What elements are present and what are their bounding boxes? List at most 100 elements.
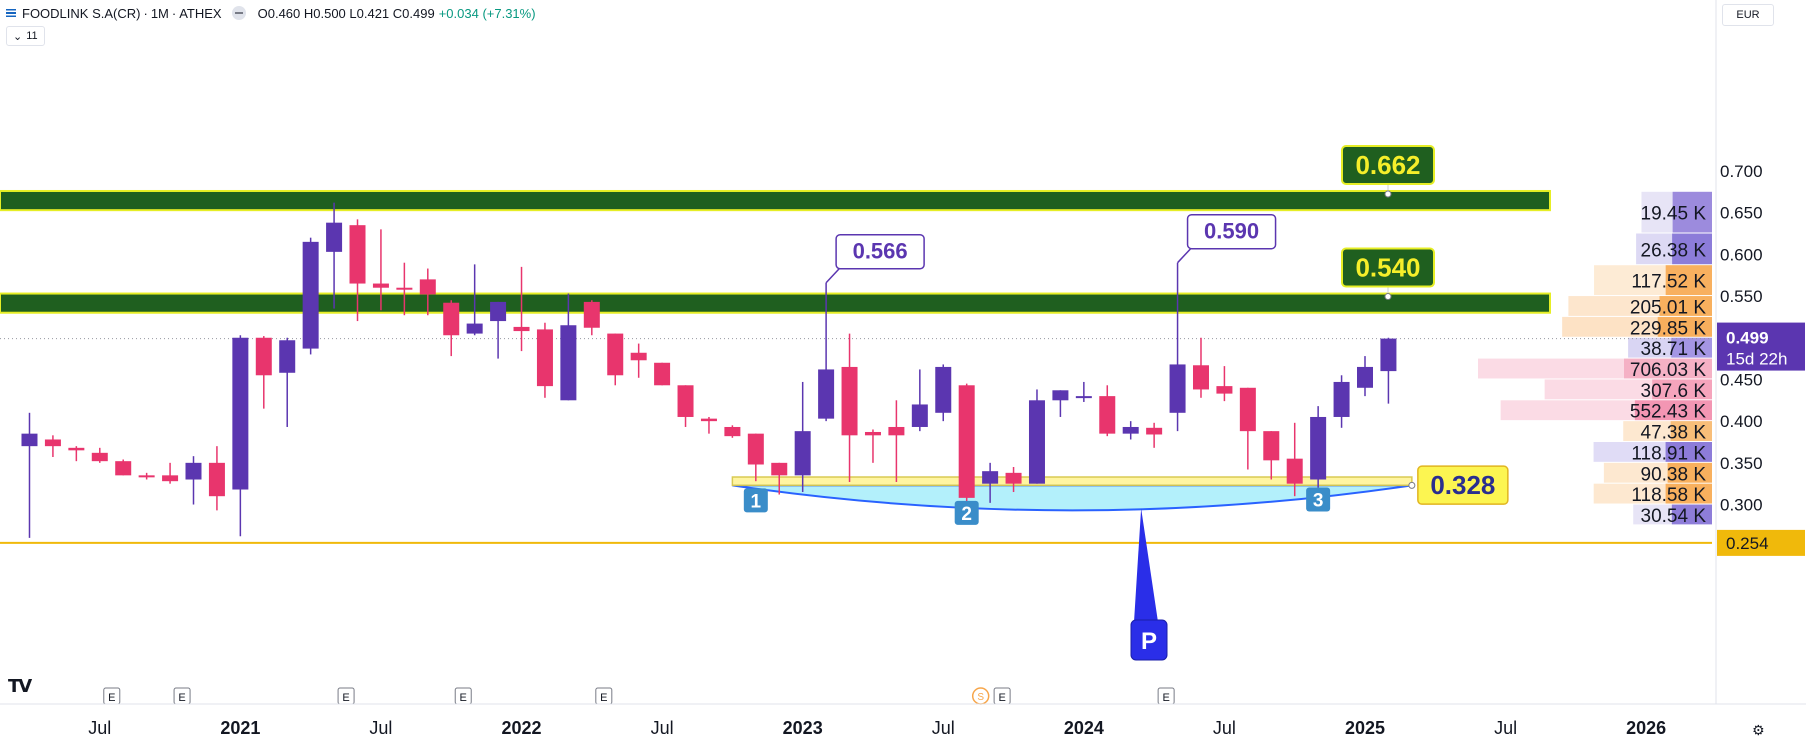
- candle[interactable]: [396, 262, 413, 316]
- candle[interactable]: [513, 266, 530, 352]
- tradingview-logo-icon[interactable]: TV: [8, 676, 32, 697]
- touch-point-badge[interactable]: [954, 500, 979, 525]
- price-callout-box[interactable]: [835, 233, 925, 270]
- candle[interactable]: [349, 219, 366, 322]
- candle[interactable]: [1146, 422, 1163, 448]
- candle[interactable]: [44, 435, 61, 457]
- candle[interactable]: [1005, 467, 1022, 493]
- volume-profile-bar-accent: [1667, 462, 1712, 483]
- candle[interactable]: [1169, 262, 1186, 432]
- candle[interactable]: [607, 333, 624, 386]
- candle[interactable]: [1099, 385, 1116, 437]
- candle[interactable]: [677, 385, 694, 427]
- candle[interactable]: [208, 446, 225, 511]
- symbol-name[interactable]: FOODLINK S.A(CR): [22, 5, 141, 21]
- support-price-label-box[interactable]: [1417, 465, 1509, 505]
- gear-icon[interactable]: ⚙: [1752, 722, 1765, 738]
- candle[interactable]: [794, 381, 811, 493]
- touch-point-badge[interactable]: [743, 488, 768, 513]
- candle[interactable]: [1380, 337, 1397, 404]
- volume-profile-label: 307.6 K: [1641, 381, 1707, 402]
- candle-countdown-label: 15d 22h: [1726, 350, 1787, 369]
- candle[interactable]: [771, 462, 788, 495]
- price-callout-box[interactable]: [1186, 213, 1277, 250]
- candle[interactable]: [302, 237, 319, 355]
- touch-point-badge[interactable]: [1306, 487, 1331, 512]
- candle[interactable]: [1075, 381, 1092, 402]
- candle[interactable]: [1052, 390, 1069, 417]
- candle[interactable]: [536, 322, 553, 398]
- candle[interactable]: [747, 433, 764, 482]
- currency-selector[interactable]: EUR: [1722, 4, 1774, 26]
- resistance-zone[interactable]: [0, 292, 1551, 314]
- candle-body: [935, 366, 952, 413]
- candle[interactable]: [185, 456, 202, 505]
- support-zone[interactable]: [731, 476, 1413, 487]
- candle[interactable]: [68, 446, 85, 462]
- candle[interactable]: [115, 459, 132, 476]
- candle[interactable]: [162, 462, 179, 484]
- candle[interactable]: [911, 369, 928, 432]
- time-axis-tick-label: Jul: [88, 718, 111, 738]
- candle-body: [232, 337, 249, 490]
- pattern-balloon-pointer: [1134, 508, 1158, 622]
- interval-label[interactable]: 1M: [150, 5, 169, 21]
- candle[interactable]: [1122, 421, 1139, 440]
- candle[interactable]: [958, 383, 975, 503]
- candle[interactable]: [724, 425, 741, 438]
- candle[interactable]: [1286, 422, 1303, 497]
- exchange-label: ATHEX: [179, 5, 222, 21]
- resistance-zone[interactable]: [0, 189, 1551, 212]
- candle[interactable]: [1216, 366, 1233, 402]
- candle[interactable]: [700, 416, 717, 434]
- candle[interactable]: [443, 300, 460, 357]
- candle[interactable]: [841, 333, 858, 483]
- candle-body: [1263, 431, 1280, 461]
- candle[interactable]: [560, 293, 577, 401]
- volume-profile-bar-accent: [1624, 358, 1712, 379]
- candle[interactable]: [372, 229, 389, 311]
- candle[interactable]: [21, 412, 38, 538]
- candle[interactable]: [654, 362, 671, 386]
- candle[interactable]: [888, 400, 905, 483]
- candle[interactable]: [935, 364, 952, 422]
- zone-price-label-box[interactable]: [1341, 247, 1435, 288]
- candle[interactable]: [490, 301, 507, 359]
- candle[interactable]: [232, 335, 249, 537]
- support-anchor-point[interactable]: [1408, 481, 1416, 489]
- candle[interactable]: [1357, 356, 1373, 397]
- candle[interactable]: [818, 282, 835, 422]
- candle-body: [1028, 400, 1045, 484]
- chevron-down-icon: ⌄: [13, 30, 23, 43]
- candle-body: [513, 326, 530, 332]
- zone-price-label-box[interactable]: [1341, 144, 1435, 185]
- low-price-axis-box[interactable]: [1717, 529, 1805, 556]
- candle[interactable]: [326, 202, 343, 309]
- candle[interactable]: [279, 337, 296, 427]
- candle[interactable]: [466, 264, 483, 336]
- candle[interactable]: [982, 462, 999, 503]
- candle[interactable]: [91, 447, 108, 463]
- candle[interactable]: [419, 268, 436, 316]
- candle[interactable]: [1263, 431, 1280, 480]
- cup-pattern-shape[interactable]: [732, 484, 1413, 512]
- minus-circle-icon[interactable]: [231, 6, 246, 20]
- candle[interactable]: [583, 300, 600, 336]
- candle[interactable]: [630, 343, 647, 378]
- candle-body: [1286, 458, 1303, 484]
- candle[interactable]: [138, 472, 155, 480]
- candle[interactable]: [1333, 375, 1350, 428]
- earnings-marker-letter: E: [460, 692, 467, 704]
- zone-anchor-point[interactable]: [1384, 293, 1392, 301]
- candle[interactable]: [255, 336, 272, 409]
- current-price-axis-box[interactable]: [1717, 322, 1805, 371]
- candle[interactable]: [1239, 387, 1256, 470]
- pattern-label-box[interactable]: [1130, 619, 1168, 661]
- candle[interactable]: [1310, 406, 1327, 491]
- zone-anchor-point[interactable]: [1384, 190, 1392, 198]
- candle[interactable]: [864, 429, 881, 463]
- candle[interactable]: [1192, 337, 1209, 398]
- indicator-toggle[interactable]: ⌄ 11: [6, 26, 45, 46]
- candle[interactable]: [1028, 389, 1045, 484]
